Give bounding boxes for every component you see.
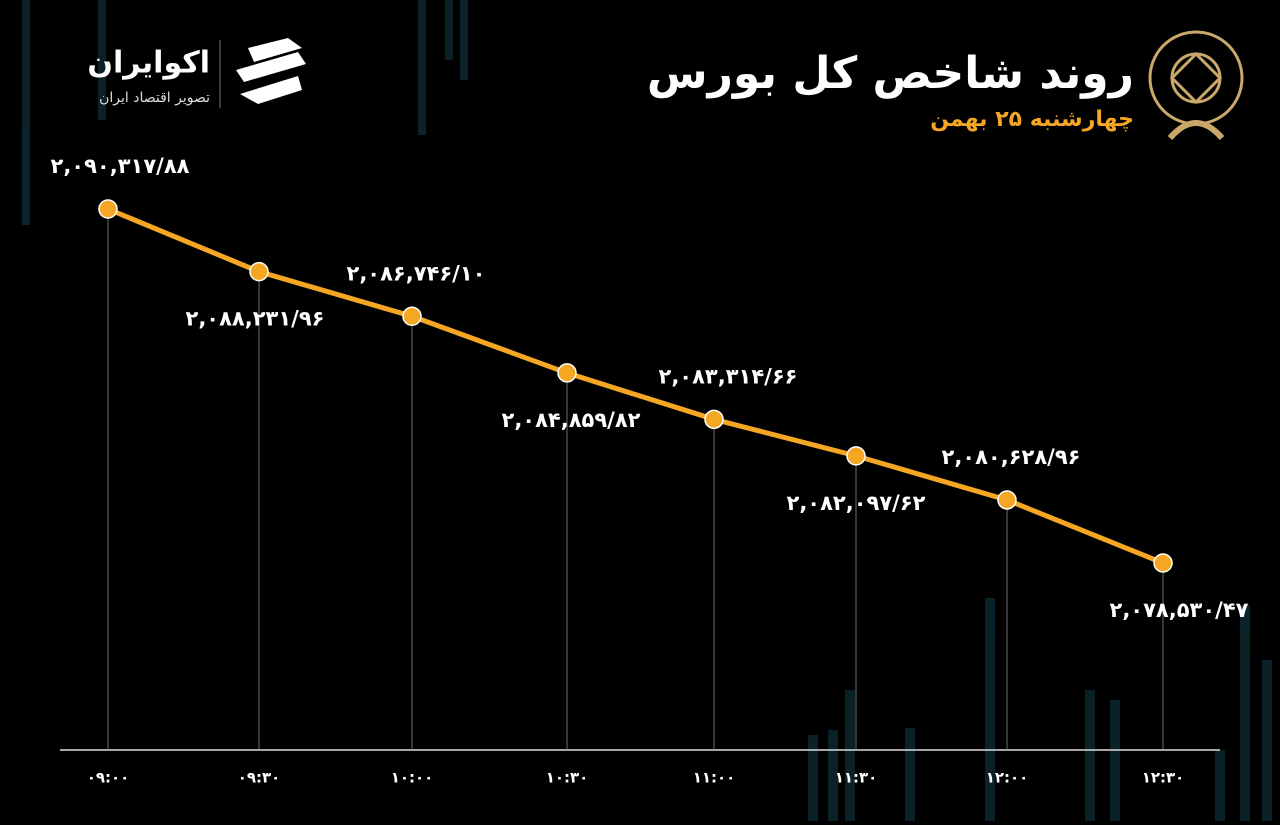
value-label: ۲,۰۸۰,۶۲۸/۹۶ bbox=[942, 445, 1081, 469]
emblem bbox=[1148, 30, 1244, 141]
brand-tagline: تصویر اقتصاد ایران bbox=[99, 90, 210, 106]
line bbox=[107, 206, 1164, 566]
value-label: ۲,۰۸۳,۳۱۴/۶۶ bbox=[659, 364, 798, 388]
point bbox=[249, 261, 269, 282]
x-tick-label: ۱۰:۰۰ bbox=[391, 769, 434, 787]
brand-logo bbox=[236, 38, 306, 104]
value-label: ۲,۰۷۸,۵۳۰/۴۷ bbox=[1110, 598, 1249, 622]
chart-subtitle: چهارشنبه ۲۵ بهمن bbox=[930, 107, 1134, 132]
point bbox=[704, 409, 724, 430]
chart-title: روند شاخص کل بورس bbox=[647, 48, 1134, 99]
x-tick-label: ۱۲:۳۰ bbox=[1142, 769, 1185, 787]
point bbox=[98, 199, 118, 219]
value-label: ۲,۰۸۶,۷۴۶/۱۰ bbox=[347, 261, 486, 285]
point bbox=[1153, 553, 1173, 573]
value-label: ۲,۰۹۰,۳۱۷/۸۸ bbox=[51, 154, 190, 178]
x-tick-label: ۱۰:۳۰ bbox=[546, 769, 589, 787]
x-tick-label: ۱۱:۳۰ bbox=[835, 769, 878, 787]
value-label: ۲,۰۸۲,۰۹۷/۶۲ bbox=[787, 491, 926, 515]
x-tick-label: ۱۲:۰۰ bbox=[986, 769, 1029, 787]
background-decoration bbox=[22, 0, 1272, 821]
point bbox=[846, 446, 866, 466]
x-tick-label: ۰۹:۰۰ bbox=[87, 769, 130, 787]
point bbox=[402, 306, 422, 327]
value-label: ۲,۰۸۸,۲۳۱/۹۶ bbox=[186, 307, 325, 331]
x-tick-label: ۱۱:۰۰ bbox=[693, 769, 736, 787]
brand-name: اکوایران bbox=[87, 46, 210, 81]
point bbox=[997, 490, 1017, 510]
point bbox=[557, 363, 577, 383]
value-label: ۲,۰۸۴,۸۵۹/۸۲ bbox=[502, 408, 641, 432]
x-tick-label: ۰۹:۳۰ bbox=[238, 769, 281, 787]
